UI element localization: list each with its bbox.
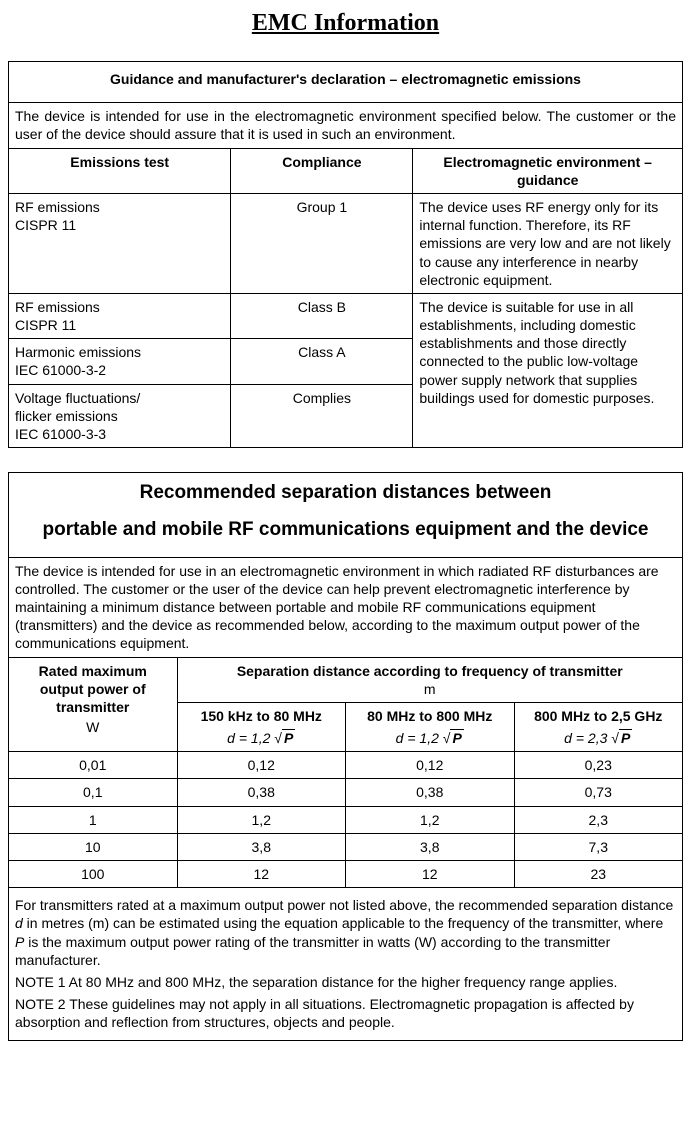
table-row: 0,01 0,12 0,12 0,23 [9, 752, 683, 779]
test-line: IEC 61000-3-2 [15, 361, 224, 379]
notes-cell: For transmitters rated at a maximum outp… [9, 888, 683, 1040]
dist-cell: 0,73 [514, 779, 683, 806]
test-line: IEC 61000-3-3 [15, 425, 224, 443]
note-text: in metres (m) can be estimated using the… [23, 915, 663, 931]
env-cell: The device uses RF energy only for its i… [413, 193, 683, 293]
header-freq1: 150 kHz to 80 MHz d = 1,2 √P [177, 702, 346, 751]
test-cell: RF emissions CISPR 11 [9, 293, 231, 338]
note-paragraph: NOTE 1 At 80 MHz and 800 MHz, the separa… [15, 973, 676, 991]
table-row: RF emissions CISPR 11 Group 1 The device… [9, 193, 683, 293]
formula-prefix: d = [564, 730, 588, 746]
power-cell: 1 [9, 806, 178, 833]
test-line: Harmonic emissions [15, 343, 224, 361]
col-header-env: Electromagnetic environment – guidance [413, 148, 683, 193]
compliance-cell: Class B [231, 293, 413, 338]
formula-coef: 2,3 [588, 730, 607, 746]
separation-intro: The device is intended for use in an ele… [9, 557, 683, 657]
dist-cell: 0,38 [346, 779, 515, 806]
header-freq3: 800 MHz to 2,5 GHz d = 2,3 √P [514, 702, 683, 751]
dist-cell: 0,12 [346, 752, 515, 779]
dist-cell: 3,8 [177, 833, 346, 860]
col-header-compliance: Compliance [231, 148, 413, 193]
emissions-table-title: Guidance and manufacturer's declaration … [9, 62, 683, 103]
separation-table-title: Recommended separation distances between… [9, 473, 683, 557]
dist-cell: 12 [177, 861, 346, 888]
table-row: 0,1 0,38 0,38 0,73 [9, 779, 683, 806]
col-header-test: Emissions test [9, 148, 231, 193]
freq-formula: d = 1,2 √P [184, 729, 340, 747]
dist-cell: 23 [514, 861, 683, 888]
power-cell: 10 [9, 833, 178, 860]
note-paragraph: For transmitters rated at a maximum outp… [15, 896, 676, 969]
header-sep: Separation distance according to frequen… [177, 657, 683, 702]
test-line: RF emissions [15, 298, 224, 316]
formula-coef: 1,2 [419, 730, 438, 746]
table-row: 100 12 12 23 [9, 861, 683, 888]
test-cell: Voltage fluctuations/ flicker emissions … [9, 384, 231, 448]
dist-cell: 1,2 [346, 806, 515, 833]
power-cell: 0,1 [9, 779, 178, 806]
test-line: Voltage fluctuations/ [15, 389, 224, 407]
dist-cell: 2,3 [514, 806, 683, 833]
test-line: RF emissions [15, 198, 224, 216]
formula-P: P [282, 729, 295, 746]
emissions-table: Guidance and manufacturer's declaration … [8, 61, 683, 448]
formula-P: P [619, 729, 632, 746]
compliance-cell: Class A [231, 339, 413, 384]
dist-cell: 0,23 [514, 752, 683, 779]
freq-range: 800 MHz to 2,5 GHz [521, 707, 677, 725]
page-title: EMC Information [8, 10, 683, 37]
header-power-unit: W [15, 718, 171, 736]
power-cell: 0,01 [9, 752, 178, 779]
note-paragraph: NOTE 2 These guidelines may not apply in… [15, 995, 676, 1031]
test-cell: Harmonic emissions IEC 61000-3-2 [9, 339, 231, 384]
header-sep-label: Separation distance according to frequen… [237, 663, 623, 679]
freq-range: 80 MHz to 800 MHz [352, 707, 508, 725]
note-text: For transmitters rated at a maximum outp… [15, 897, 673, 913]
header-power: Rated maximum output power of transmitte… [9, 657, 178, 752]
table-row: RF emissions CISPR 11 Class B The device… [9, 293, 683, 338]
test-line: CISPR 11 [15, 316, 224, 334]
test-line: CISPR 11 [15, 216, 224, 234]
note-text: is the maximum output power rating of th… [15, 934, 610, 968]
dist-cell: 0,38 [177, 779, 346, 806]
env-cell-merged: The device is suitable for use in all es… [413, 293, 683, 447]
emissions-intro: The device is intended for use in the el… [9, 103, 683, 148]
title-line: Recommended separation distances between [19, 481, 672, 506]
header-power-label: Rated maximum output power of transmitte… [39, 663, 147, 715]
formula-prefix: d = [227, 730, 251, 746]
header-freq2: 80 MHz to 800 MHz d = 1,2 √P [346, 702, 515, 751]
dist-cell: 1,2 [177, 806, 346, 833]
table-row: 10 3,8 3,8 7,3 [9, 833, 683, 860]
note-var: d [15, 915, 23, 931]
dist-cell: 0,12 [177, 752, 346, 779]
title-line: portable and mobile RF communications eq… [19, 518, 672, 543]
freq-formula: d = 2,3 √P [521, 729, 677, 747]
compliance-cell: Group 1 [231, 193, 413, 293]
dist-cell: 3,8 [346, 833, 515, 860]
test-line: flicker emissions [15, 407, 224, 425]
freq-formula: d = 1,2 √P [352, 729, 508, 747]
test-cell: RF emissions CISPR 11 [9, 193, 231, 293]
formula-P: P [450, 729, 463, 746]
header-sep-unit: m [184, 680, 677, 698]
formula-coef: 1,2 [251, 730, 270, 746]
separation-table: Recommended separation distances between… [8, 472, 683, 1040]
note-var: P [15, 934, 24, 950]
formula-prefix: d = [396, 730, 420, 746]
compliance-cell: Complies [231, 384, 413, 448]
power-cell: 100 [9, 861, 178, 888]
freq-range: 150 kHz to 80 MHz [184, 707, 340, 725]
dist-cell: 12 [346, 861, 515, 888]
table-row: 1 1,2 1,2 2,3 [9, 806, 683, 833]
dist-cell: 7,3 [514, 833, 683, 860]
